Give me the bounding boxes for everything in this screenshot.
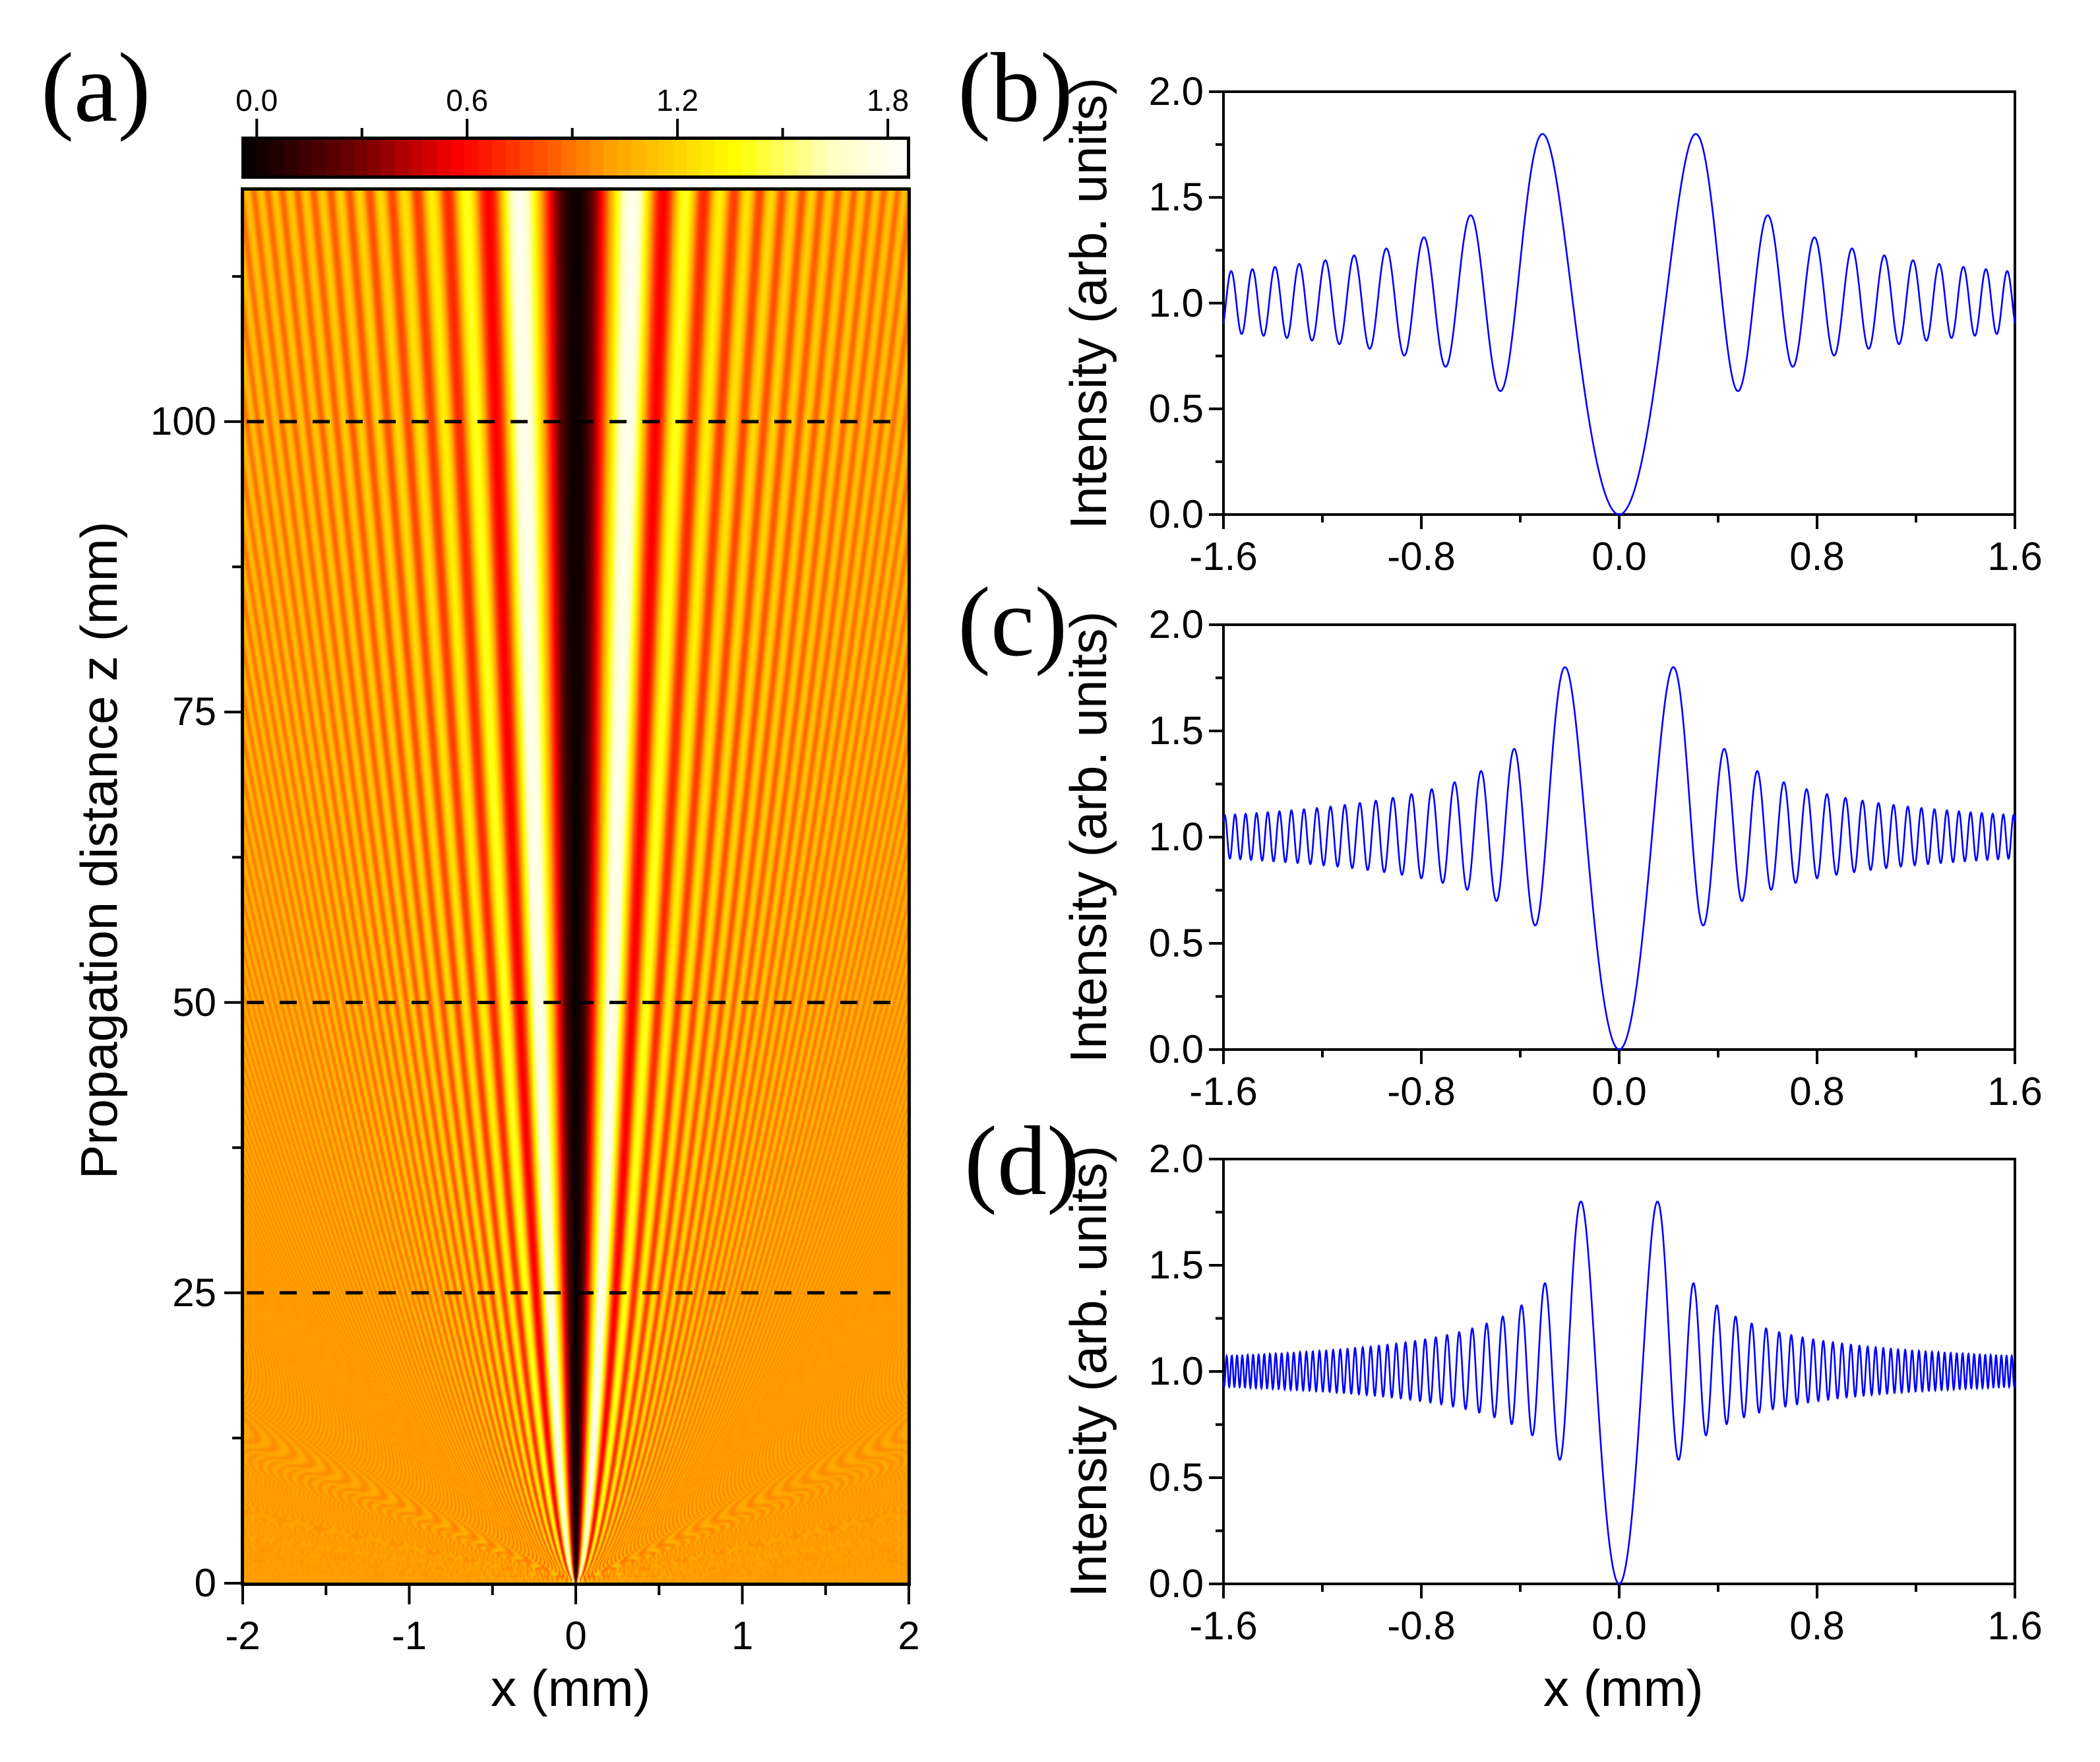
y-tick-label: 1.5: [1148, 175, 1204, 220]
y-tick-label: 2.0: [1148, 69, 1204, 113]
y-tick-label: 1.0: [1148, 815, 1204, 859]
y-tick-label: 1.5: [1148, 708, 1204, 753]
x-tick-label: 0.0: [1591, 1604, 1647, 1648]
y-tick-label: 2.0: [1148, 602, 1204, 646]
x-tick-label: 2: [898, 1614, 920, 1658]
y-tick-label: 1.5: [1148, 1243, 1204, 1287]
y-tick-label: 0.5: [1148, 921, 1204, 965]
y-tick-label: 0.0: [1148, 492, 1204, 536]
x-tick-label: 0: [565, 1614, 587, 1658]
x-tick-label: 1.6: [1987, 1069, 2043, 1114]
intensity-curve: [1222, 666, 2016, 1051]
x-axis-title-a: x (mm): [491, 1659, 651, 1717]
y-axis-title: Intensity (arb. units): [1059, 77, 1117, 529]
colorbar-tick-label: 1.8: [867, 83, 910, 117]
panel-label-a: (a): [41, 33, 151, 142]
colorbar-gradient: [243, 138, 909, 177]
y-tick-label: 1.0: [1148, 1349, 1204, 1393]
panel-d: [1209, 1158, 2016, 1598]
z-tick-label: 75: [172, 689, 216, 734]
panel-label-b: (b): [958, 33, 1073, 142]
colorbar-tick-label: 1.2: [656, 83, 699, 117]
x-tick-label: 1.6: [1987, 534, 2043, 579]
colorbar-frame: [241, 137, 910, 179]
plot-frame: [1222, 623, 2016, 1051]
x-tick-label: 0.0: [1591, 1069, 1647, 1114]
y-tick-label: 0.5: [1148, 386, 1204, 431]
y-tick-label: 0.0: [1148, 1027, 1204, 1071]
x-tick-label: -1.6: [1189, 1604, 1258, 1648]
x-tick-label: -0.8: [1387, 1604, 1456, 1648]
x-tick-label: -1.6: [1189, 1069, 1258, 1114]
z-tick-label: 0: [194, 1561, 216, 1605]
z-tick-label: 100: [150, 399, 216, 444]
x-axis-title-d: x (mm): [1543, 1659, 1704, 1717]
intensity-curve: [1222, 1201, 2016, 1585]
x-tick-label: -1.6: [1189, 534, 1258, 579]
y-axis-title: Intensity (arb. units): [1059, 1145, 1117, 1598]
y-tick-label: 2.0: [1148, 1137, 1204, 1181]
colorbar-ticks: [255, 119, 890, 138]
colorbar-tick-label: 0.6: [446, 83, 489, 117]
y-tick-label: 0.0: [1148, 1561, 1204, 1606]
x-tick-label: 0.8: [1789, 1604, 1845, 1648]
panel-b: [1209, 90, 2016, 529]
x-tick-label: 1.6: [1987, 1604, 2043, 1648]
x-tick-label: 0.8: [1789, 1069, 1845, 1114]
x-tick-label: -2: [225, 1614, 261, 1658]
heatmap-axes: [224, 275, 910, 1604]
x-tick-label: -0.8: [1387, 1069, 1456, 1114]
colorbar-tick-label: 0.0: [235, 83, 278, 117]
z-tick-label: 25: [172, 1270, 216, 1315]
panel-label-d: (d): [964, 1106, 1080, 1216]
x-tick-label: 1: [731, 1614, 754, 1658]
panel-label-c: (c): [958, 567, 1068, 677]
x-tick-label: 0.0: [1591, 534, 1647, 579]
intensity-curve: [1222, 133, 2016, 516]
x-tick-label: -1: [391, 1614, 427, 1658]
plot-frame: [1222, 90, 2016, 516]
y-tick-label: 1.0: [1148, 280, 1204, 325]
y-tick-label: 0.5: [1148, 1455, 1204, 1499]
z-tick-label: 50: [172, 980, 216, 1024]
y-axis-title: Intensity (arb. units): [1059, 611, 1117, 1063]
panel-c: [1209, 623, 2016, 1064]
x-tick-label: 0.8: [1789, 534, 1845, 579]
x-tick-label: -0.8: [1387, 534, 1456, 579]
